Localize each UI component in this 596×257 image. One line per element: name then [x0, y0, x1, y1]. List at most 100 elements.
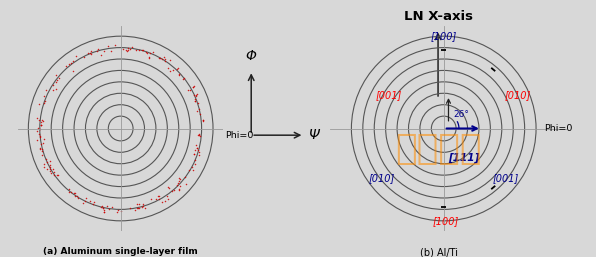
Text: Ψ: Ψ — [308, 128, 319, 142]
Point — [123, 49, 132, 53]
Point — [191, 143, 201, 147]
Point — [190, 162, 200, 166]
Point — [33, 125, 43, 130]
Point — [135, 202, 144, 206]
Point — [107, 205, 117, 209]
Point — [172, 67, 181, 71]
Point — [195, 112, 205, 116]
Point — [193, 148, 203, 152]
Point — [34, 102, 44, 106]
Point — [174, 187, 184, 191]
Point — [51, 80, 61, 84]
Point — [98, 206, 108, 210]
Point — [51, 73, 61, 77]
Point — [49, 173, 59, 177]
Point — [173, 66, 182, 70]
Point — [38, 149, 47, 153]
Point — [48, 83, 58, 87]
Point — [37, 123, 46, 127]
Point — [184, 88, 193, 92]
Point — [132, 206, 142, 210]
Point — [190, 99, 200, 103]
Point — [36, 123, 45, 127]
Text: [010]: [010] — [505, 90, 531, 100]
Point — [163, 185, 173, 189]
Point — [190, 148, 199, 152]
Point — [116, 209, 126, 213]
Point — [187, 164, 197, 169]
Point — [192, 108, 201, 113]
Point — [66, 61, 76, 65]
Text: [001]: [001] — [492, 173, 519, 183]
Point — [35, 134, 45, 138]
Point — [134, 206, 143, 210]
Point — [69, 59, 78, 63]
Point — [163, 194, 172, 198]
Point — [45, 159, 55, 163]
Point — [72, 54, 81, 58]
Text: [010]: [010] — [369, 173, 395, 183]
Point — [69, 191, 79, 195]
Point — [32, 116, 42, 120]
Point — [125, 47, 134, 51]
Point — [195, 134, 204, 138]
Point — [43, 167, 52, 171]
Point — [34, 132, 44, 136]
Point — [66, 189, 76, 194]
Point — [179, 76, 189, 80]
Point — [193, 146, 202, 150]
Point — [139, 48, 148, 52]
Point — [122, 48, 131, 52]
Point — [110, 43, 120, 47]
Point — [191, 99, 200, 104]
Point — [191, 93, 201, 97]
Point — [175, 184, 185, 188]
Point — [46, 171, 56, 175]
Point — [189, 152, 198, 157]
Point — [78, 201, 88, 205]
Point — [89, 200, 99, 204]
Point — [37, 147, 46, 151]
Point — [170, 188, 179, 192]
Point — [174, 179, 184, 183]
Point — [86, 52, 96, 57]
Point — [193, 101, 203, 105]
Point — [70, 191, 80, 196]
Point — [135, 206, 144, 210]
Point — [79, 55, 89, 59]
Point — [191, 94, 201, 98]
Text: [001]: [001] — [375, 90, 402, 100]
Point — [166, 69, 175, 73]
Point — [100, 208, 109, 212]
Point — [40, 162, 49, 166]
Point — [145, 56, 154, 60]
Point — [64, 187, 74, 191]
Point — [155, 56, 164, 60]
Point — [141, 50, 151, 54]
Point — [193, 133, 203, 137]
Text: Phi=0: Phi=0 — [544, 124, 572, 133]
Point — [190, 152, 199, 156]
Point — [132, 202, 141, 206]
Point — [173, 183, 182, 187]
Point — [45, 169, 55, 173]
Point — [148, 50, 158, 54]
Point — [145, 50, 155, 54]
Point — [188, 168, 197, 172]
Point — [134, 48, 143, 52]
Point — [193, 146, 202, 150]
Point — [36, 120, 46, 124]
Point — [80, 199, 89, 203]
Point — [113, 210, 122, 214]
Point — [86, 49, 95, 53]
Point — [100, 209, 109, 214]
Point — [45, 165, 54, 169]
Point — [99, 210, 108, 214]
Point — [39, 136, 49, 141]
Point — [190, 97, 200, 101]
Point — [38, 141, 48, 145]
Text: [100]: [100] — [430, 31, 457, 41]
Point — [98, 206, 107, 210]
Point — [113, 207, 123, 212]
Point — [106, 49, 116, 53]
